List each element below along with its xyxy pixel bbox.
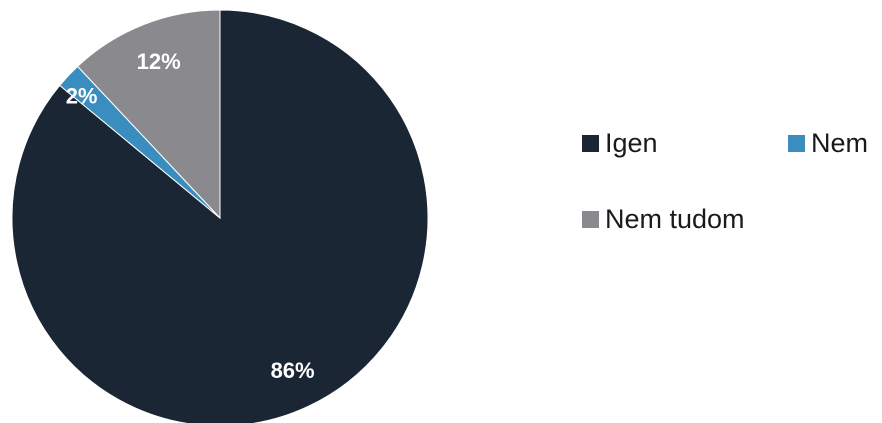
legend-swatch-nem-tudom bbox=[582, 211, 599, 228]
legend-swatch-nem bbox=[788, 135, 805, 152]
legend-label-nem: Nem bbox=[811, 128, 869, 158]
pie-slice-igen bbox=[11, 9, 429, 423]
data-label-igen: 86% bbox=[271, 358, 315, 383]
legend-item-nem: Nem bbox=[788, 128, 868, 159]
data-label-nem-tudom: 12% bbox=[137, 49, 181, 74]
data-label-nem: 2% bbox=[66, 83, 98, 108]
legend-label-nem-tudom: Nem tudom bbox=[605, 204, 745, 234]
legend-item-igen: Igen bbox=[582, 128, 658, 159]
legend-swatch-igen bbox=[582, 135, 599, 152]
legend-item-nem-tudom: Nem tudom bbox=[582, 204, 745, 235]
pie-slice-nem-tudom bbox=[76, 9, 221, 220]
legend-label-igen: Igen bbox=[605, 128, 658, 158]
chart-legend: Igen Nem Nem tudom bbox=[582, 128, 882, 238]
